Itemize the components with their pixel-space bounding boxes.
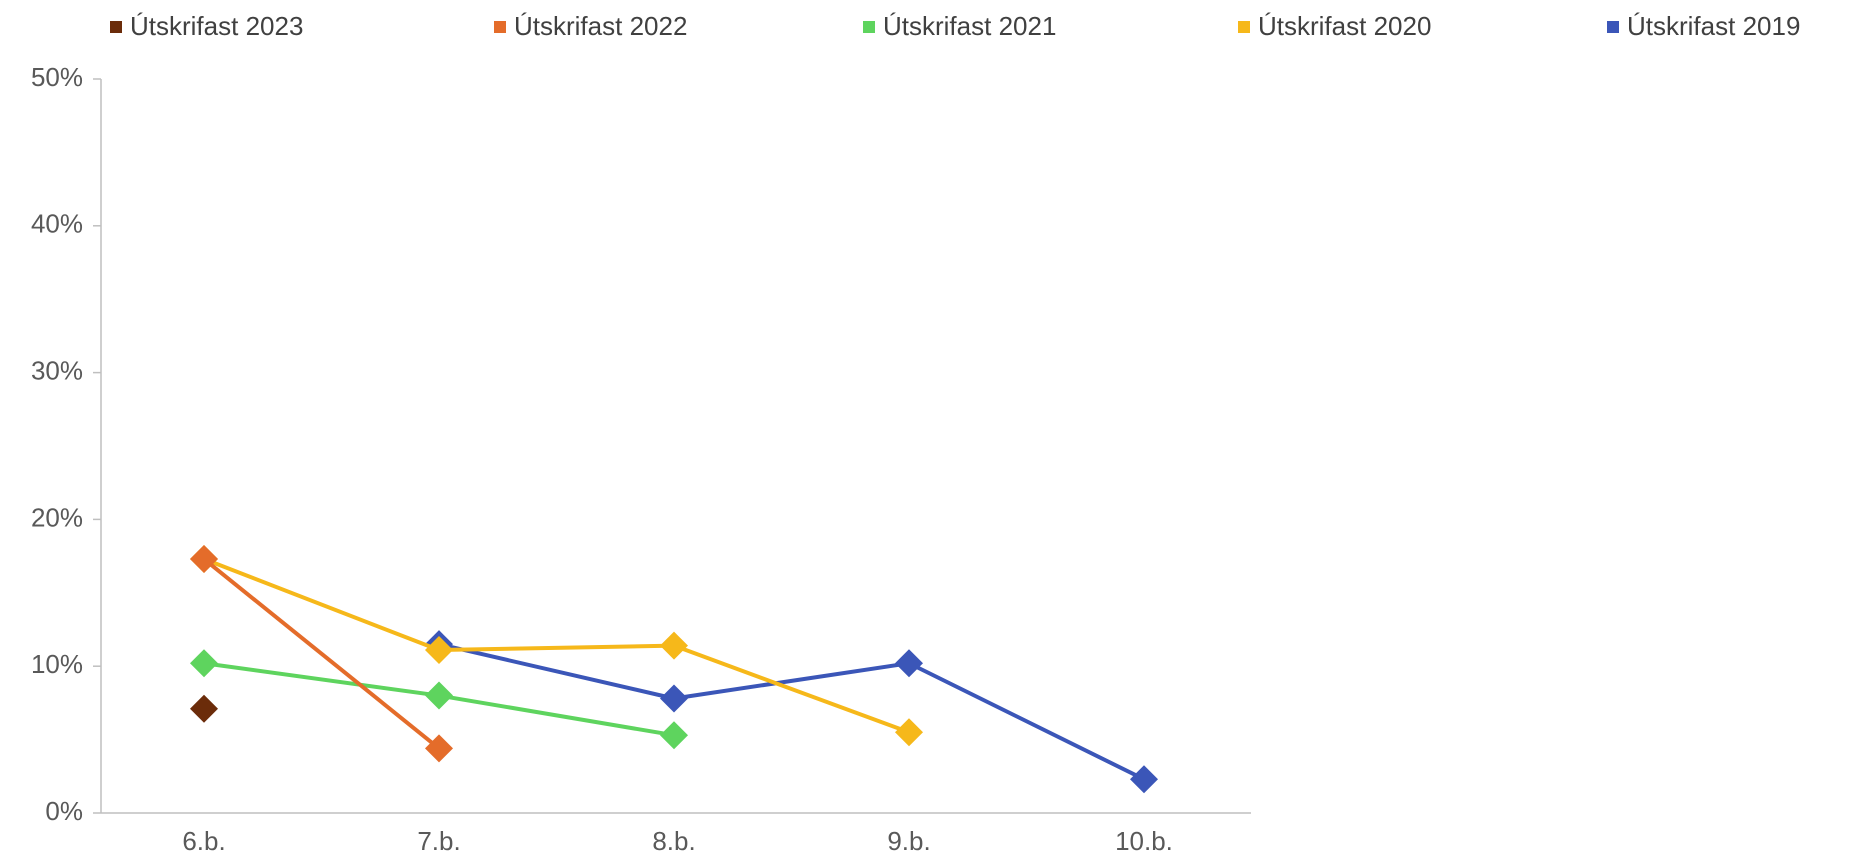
marker bbox=[660, 721, 688, 750]
marker bbox=[190, 545, 218, 574]
legend-label: Útskrifast 2022 bbox=[514, 11, 687, 41]
legend-swatch bbox=[863, 21, 875, 33]
legend-swatch bbox=[1238, 21, 1250, 33]
x-tick-label: 7.b. bbox=[417, 826, 460, 856]
marker bbox=[425, 681, 453, 710]
x-tick-label: 9.b. bbox=[887, 826, 930, 856]
legend-swatch bbox=[110, 21, 122, 33]
y-tick-label: 20% bbox=[31, 502, 83, 532]
marker bbox=[190, 649, 218, 678]
y-tick-label: 0% bbox=[45, 796, 83, 826]
legend-swatch bbox=[1607, 21, 1619, 33]
x-tick-label: 10.b. bbox=[1115, 826, 1173, 856]
series-line bbox=[438, 642, 1145, 782]
marker bbox=[660, 631, 688, 660]
x-tick-label: 6.b. bbox=[182, 826, 225, 856]
legend-label: Útskrifast 2023 bbox=[130, 11, 303, 41]
marker bbox=[1130, 765, 1158, 794]
marker bbox=[425, 636, 453, 665]
marker bbox=[660, 684, 688, 713]
marker bbox=[895, 718, 923, 747]
legend-label: Útskrifast 2019 bbox=[1627, 11, 1800, 41]
series-line bbox=[202, 557, 441, 750]
series-line bbox=[203, 557, 910, 735]
legend-label: Útskrifast 2021 bbox=[883, 11, 1056, 41]
marker bbox=[425, 734, 453, 763]
legend-label: Útskrifast 2020 bbox=[1258, 11, 1431, 41]
y-tick-label: 50% bbox=[31, 62, 83, 92]
y-tick-label: 40% bbox=[31, 209, 83, 239]
marker bbox=[190, 694, 218, 723]
x-tick-label: 8.b. bbox=[652, 826, 695, 856]
y-tick-label: 30% bbox=[31, 355, 83, 385]
y-tick-label: 10% bbox=[31, 649, 83, 679]
legend-swatch bbox=[494, 21, 506, 33]
marker bbox=[895, 649, 923, 678]
